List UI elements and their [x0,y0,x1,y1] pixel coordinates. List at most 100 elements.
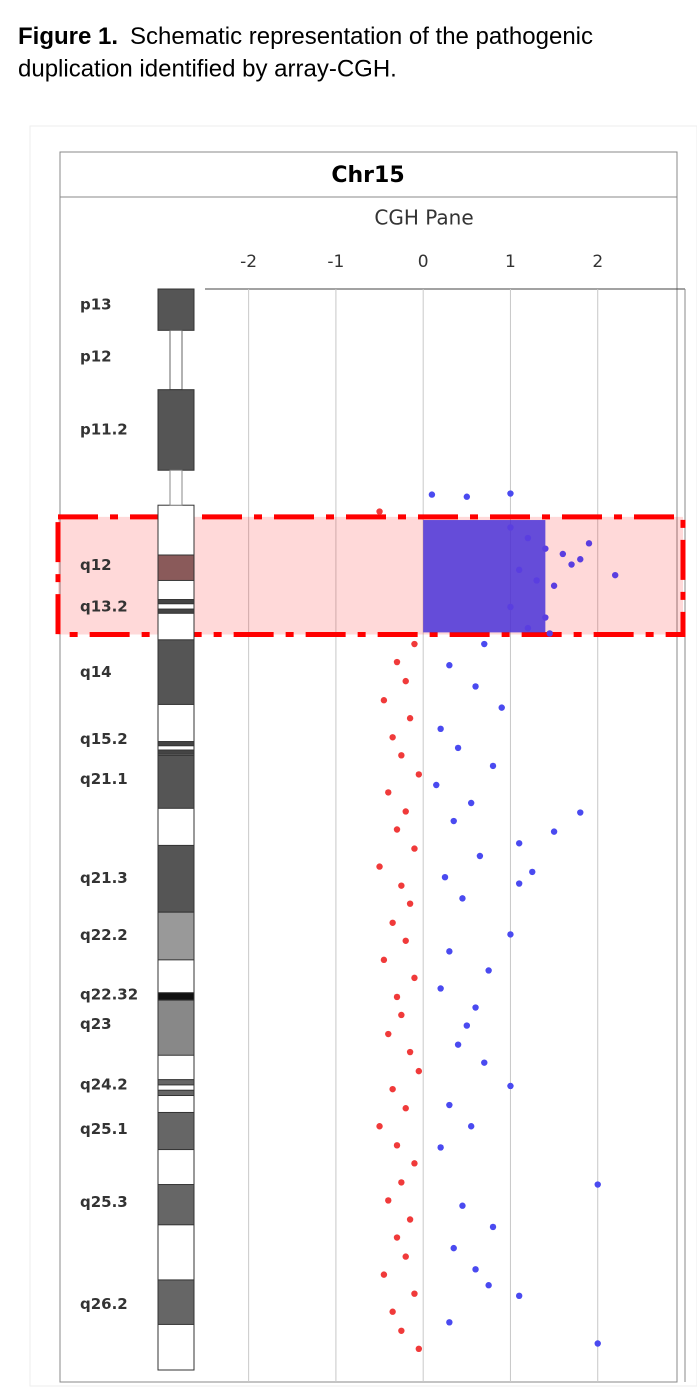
ideogram-band [157,911,195,961]
data-point [437,1144,444,1151]
data-point [428,491,436,498]
band-label: p13 [80,295,112,313]
data-point [402,1105,409,1112]
data-point [393,1234,401,1241]
data-point [411,1290,418,1297]
data-point [550,582,558,589]
data-point [585,540,593,547]
data-point [454,1041,462,1048]
ideogram-band [157,741,195,747]
data-point [454,744,462,752]
data-point [542,614,549,621]
data-point [389,1308,396,1315]
data-point [481,1059,488,1066]
data-point [406,715,414,722]
data-point [402,937,409,944]
ideogram-band [157,992,195,1001]
x-tick-label: 0 [418,252,429,272]
data-point [437,725,444,733]
data-point [450,817,457,825]
data-point [393,1142,401,1149]
data-point [376,863,383,870]
caption-line: Figure 1. Schematic representation of the… [18,23,593,50]
data-point [472,1004,479,1011]
band-label: q15.2 [80,730,128,748]
band-label: q13.2 [80,597,128,615]
data-point [398,1327,405,1334]
data-point [446,1319,453,1326]
data-point [498,704,505,711]
data-point [459,895,466,902]
data-point [550,828,558,835]
band-label: q25.1 [80,1120,128,1138]
band-label: q22.32 [80,985,138,1003]
data-point [507,1082,514,1090]
data-point [380,956,388,964]
data-point [433,781,440,789]
data-point [485,967,492,974]
ideogram-band [157,1089,195,1097]
ideogram-band [157,639,195,705]
ideogram-band [157,389,195,471]
data-point [402,808,409,815]
x-tick-label: 1 [505,252,516,272]
band-label: q25.3 [80,1193,128,1211]
data-point [415,771,423,778]
x-tick-label: 2 [592,252,603,272]
band-label: q12 [80,556,112,574]
ideogram-band [157,1279,195,1325]
highlight-region [55,514,686,637]
data-point [411,974,418,982]
data-point [542,545,549,552]
data-point [467,799,475,807]
data-point [376,508,383,515]
data-point [389,919,396,926]
data-point [393,993,401,1001]
data-point [398,1179,405,1186]
data-point [411,1160,418,1167]
data-point [568,561,575,568]
data-point [507,931,514,938]
ideogram-band [157,608,195,614]
data-point [376,1123,383,1130]
ideogram-band [169,329,183,391]
ideogram-band [157,1111,195,1151]
data-point [398,882,405,889]
data-point [459,1202,466,1209]
data-point [380,697,388,704]
ideogram-band [157,1184,195,1226]
data-point [481,640,488,648]
chart-title: Chr15 [331,163,404,188]
data-point [415,1067,423,1075]
data-point [463,493,471,500]
data-point [446,662,453,669]
caption-label: Figure 1. [18,23,118,50]
data-point [446,1101,453,1109]
data-point [594,1181,601,1188]
data-point [472,683,479,690]
data-point [437,985,444,992]
data-point [385,1030,392,1038]
data-point [385,789,392,796]
data-point [406,1216,414,1223]
data-point [393,826,401,833]
ideogram-band [157,754,195,809]
chart-subtitle: CGH Pane [374,206,473,230]
data-point [515,840,523,847]
data-point [515,566,523,574]
data-point [476,852,484,860]
data-point [411,845,418,852]
data-point [611,571,619,579]
data-point [533,577,540,584]
data-point [411,640,418,648]
data-point [524,624,532,632]
data-point [546,630,553,637]
caption-text: Schematic representation of the pathogen… [130,23,593,50]
data-point [472,1266,479,1273]
data-point [450,1244,457,1252]
x-tick-label: -1 [327,252,344,272]
data-point [463,1022,471,1029]
data-point [577,556,584,563]
data-point [524,534,532,542]
ideogram-band [157,599,195,605]
